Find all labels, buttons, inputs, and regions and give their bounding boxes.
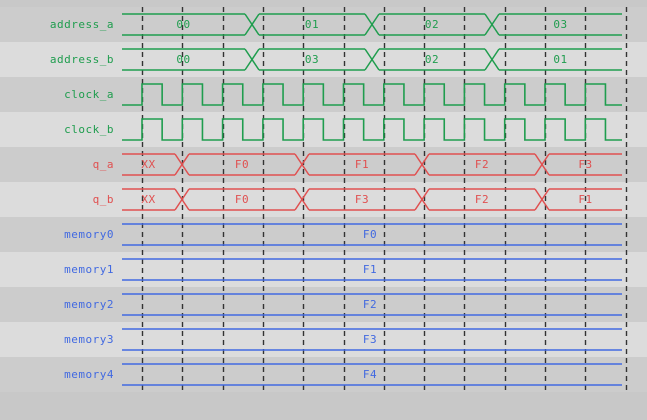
signal-label-address_a[interactable]: address_a xyxy=(49,17,114,31)
row-band-address_b xyxy=(0,42,647,77)
signal-trace-address_b[interactable] xyxy=(122,48,622,71)
signal-label-address_b[interactable]: address_b xyxy=(49,52,114,66)
signal-trace-memory1[interactable] xyxy=(122,258,622,281)
signal-label-q_b[interactable]: q_b xyxy=(92,192,114,206)
signal-label-memory2[interactable]: memory2 xyxy=(64,297,114,311)
wave-value-address_a-0: 00 xyxy=(176,17,191,31)
wave-value-address_b-3: 01 xyxy=(553,52,568,66)
wave-value-q_a-0: XX xyxy=(141,157,156,171)
row-band-q_b xyxy=(0,182,647,217)
signal-label-clock_b[interactable]: clock_b xyxy=(64,122,114,136)
row-band-memory1 xyxy=(0,252,647,287)
wave-value-q_a-2: F1 xyxy=(354,157,370,171)
signal-label-memory3[interactable]: memory3 xyxy=(64,332,114,346)
wave-value-memory1-0: F1 xyxy=(362,262,378,276)
wave-value-q_b-2: F3 xyxy=(354,192,370,206)
grid-lines xyxy=(141,7,628,392)
wave-value-address_b-1: 03 xyxy=(304,52,320,66)
signal-label-memory4[interactable]: memory4 xyxy=(64,367,114,381)
wave-value-address_b-0: 00 xyxy=(176,52,191,66)
wave-value-q_a-4: F3 xyxy=(578,157,593,171)
wave-value-q_b-3: F2 xyxy=(474,192,490,206)
signal-trace-memory2[interactable] xyxy=(122,293,622,316)
signal-label-clock_a[interactable]: clock_a xyxy=(64,87,114,101)
signal-trace-memory4[interactable] xyxy=(122,363,622,386)
wave-value-q_b-0: XX xyxy=(141,192,156,206)
wave-value-address_b-2: 02 xyxy=(424,52,440,66)
row-band-memory3 xyxy=(0,322,647,357)
wave-value-address_a-1: 01 xyxy=(304,17,320,31)
signal-trace-clock_a[interactable] xyxy=(122,83,622,106)
row-band-memory2 xyxy=(0,287,647,322)
row-band-q_a xyxy=(0,147,647,182)
wave-value-q_a-3: F2 xyxy=(474,157,490,171)
signal-trace-clock_b[interactable] xyxy=(122,118,622,141)
signal-label-memory0[interactable]: memory0 xyxy=(64,227,114,241)
wave-value-q_a-1: F0 xyxy=(234,157,250,171)
wave-value-memory4-0: F4 xyxy=(362,367,378,381)
wave-value-memory2-0: F2 xyxy=(362,297,378,311)
row-band-address_a xyxy=(0,7,647,42)
signal-label-memory1[interactable]: memory1 xyxy=(64,262,114,276)
signal-trace-q_b[interactable] xyxy=(122,188,622,211)
signal-label-q_a[interactable]: q_a xyxy=(92,157,114,171)
wave-value-q_b-4: F1 xyxy=(578,192,593,206)
wave-value-address_a-2: 02 xyxy=(424,17,440,31)
wave-value-address_a-3: 03 xyxy=(553,17,568,31)
signal-trace-q_a[interactable] xyxy=(122,153,622,176)
row-band-memory0 xyxy=(0,217,647,252)
signal-trace-memory3[interactable] xyxy=(122,328,622,351)
signal-trace-memory0[interactable] xyxy=(122,223,622,246)
wave-value-q_b-1: F0 xyxy=(234,192,250,206)
wave-value-memory3-0: F3 xyxy=(362,332,378,346)
wave-value-memory0-0: F0 xyxy=(362,227,378,241)
row-band-memory4 xyxy=(0,357,647,392)
signal-trace-address_a[interactable] xyxy=(122,13,622,36)
